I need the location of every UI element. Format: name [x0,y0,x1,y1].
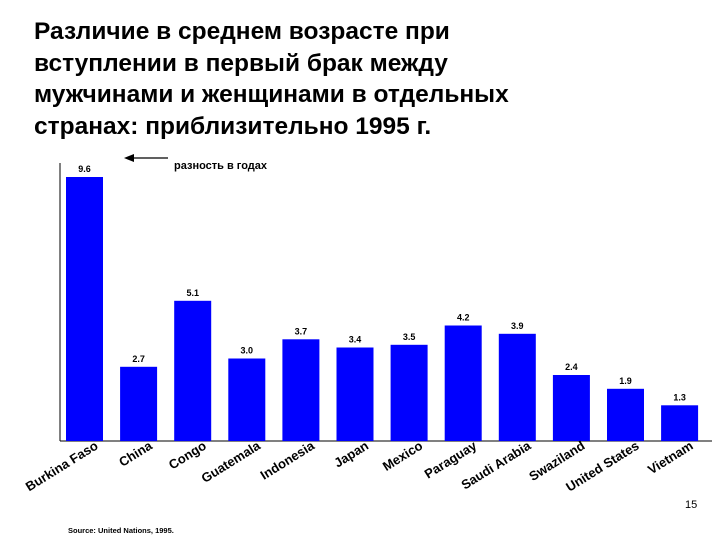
bar-china [120,366,158,442]
title-line-1: Различие в среднем возрасте при [34,18,450,45]
category-label-japan: Japan [331,438,371,471]
arrow-head [124,154,134,162]
value-label-mexico: 3.5 [403,332,416,342]
bar-japan [336,347,374,441]
title-line-4: странах: приблизительно 1995 г. [34,112,432,140]
category-labels-group: Burkina Faso China CongoGuatemalaIndonesia… [23,437,696,494]
category-label-indonesia: Indonesia [258,437,318,482]
annotation-label: разность в годах [174,160,268,172]
value-label-vietnam: 1.3 [673,392,686,402]
title-line-3: мужчинами и женщинами в отдельных [34,81,509,108]
category-label-guatemala: Guatemala [199,437,264,485]
value-label-swaziland: 2.4 [565,362,578,372]
page-number: 15 [685,499,698,511]
bar-mexico [390,344,428,442]
title-line-2: вступлении в первый брак между [34,49,448,77]
bar-saudi-arabia [498,333,536,442]
value-label-china: 2.7 [132,354,145,364]
category-label-china: China [116,437,155,469]
bar-united-states [607,388,644,442]
value-label-japan: 3.4 [349,335,362,345]
value-label-indonesia: 3.7 [295,326,308,336]
bar-burkina-faso [66,177,103,441]
annotation-arrow [124,154,168,162]
value-labels-group: 9.6 2.7 5.1 3.0 3.7 3.4 3.5 4.2 3.9 2.4 1.9 1.3 [78,164,686,402]
value-label-saudi-arabia: 3.9 [511,321,524,331]
bars-group [66,177,699,442]
bar-vietnam [661,405,699,442]
category-label-mexico: Mexico [380,438,425,474]
source-note: Source: United Nations, 1995. [68,526,174,535]
chart-axes [59,163,712,442]
category-label-vietnam: Vietnam [645,438,696,477]
slide-title: Различие в среднем возрасте при вступлен… [34,16,694,142]
category-label-congo: Congo [166,438,209,473]
bar-paraguay [444,325,482,441]
value-label-paraguay: 4.2 [457,313,470,323]
bar-swaziland [552,375,590,441]
bar-congo [174,300,212,442]
value-label-united-states: 1.9 [619,376,632,386]
bar-indonesia [282,339,320,442]
value-label-guatemala: 3.0 [241,346,254,356]
bar-guatemala [228,358,266,441]
category-label-burkina-faso: Burkina Faso [23,438,101,494]
value-label-congo: 5.1 [186,288,199,298]
value-label-burkina-faso: 9.6 [78,164,91,174]
